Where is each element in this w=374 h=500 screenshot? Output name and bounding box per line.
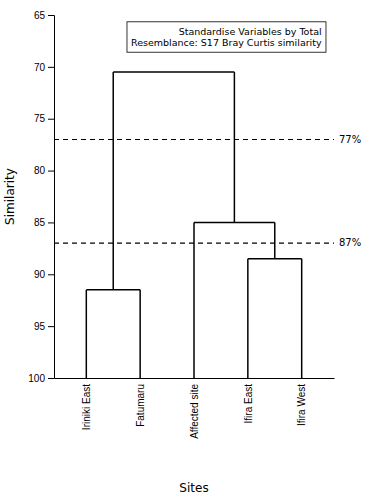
y-tick-label: 100	[28, 373, 45, 384]
y-tick: 90	[34, 269, 54, 280]
x-tick: Fatumaru	[135, 378, 146, 427]
chart: 65 70 75 80 85 90 95 100 Iriniki East Fatumaru Aff…	[0, 0, 374, 500]
y-axis-title: Similarity	[3, 168, 17, 225]
y-axis-line	[48, 16, 55, 379]
y-tick-mark	[48, 222, 54, 223]
dendrogram-stem	[193, 222, 195, 378]
y-tick-mark	[48, 378, 54, 379]
annotation-line: Standardise Variables by Total	[179, 26, 322, 37]
x-tick: Affected site	[189, 378, 200, 439]
y-tick-mark	[48, 67, 54, 68]
x-tick: Ifira East	[243, 378, 254, 423]
dendrogram-stem	[274, 222, 276, 258]
y-tick-label: 70	[34, 62, 46, 73]
y-tick: 70	[34, 62, 54, 73]
y-tick-label: 80	[34, 165, 46, 176]
x-axis: Iriniki East Fatumaru Affected site Ifira E…	[55, 378, 335, 439]
annotation-text: Standardise Variables by TotalResemblanc…	[131, 26, 322, 48]
x-axis-title: Sites	[179, 481, 208, 495]
y-tick-mark	[48, 274, 54, 275]
dendrogram-stem	[139, 290, 141, 378]
y-tick: 75	[34, 113, 54, 124]
y-tick-label: 95	[34, 321, 46, 332]
y-tick: 95	[34, 321, 54, 332]
y-tick: 100	[28, 373, 54, 384]
reference-line-label: 77%	[339, 134, 361, 145]
annotation-box	[127, 22, 326, 52]
plot: 65 70 75 80 85 90 95 100 Iriniki East Fatumaru Aff…	[3, 10, 361, 495]
dendrogram-stem	[247, 259, 249, 378]
y-axis: 65 70 75 80 85 90 95 100	[28, 10, 54, 384]
dendrogram-stem	[112, 72, 114, 290]
y-tick-mark	[48, 15, 54, 16]
y-tick-label: 65	[34, 10, 46, 21]
y-tick-mark	[48, 326, 54, 327]
dendrogram-stem	[234, 72, 236, 222]
x-tick-label: Affected site	[189, 384, 200, 439]
annotation: Standardise Variables by TotalResemblanc…	[127, 22, 326, 52]
marks	[54, 72, 334, 378]
x-tick: Ifira West	[296, 378, 307, 426]
x-tick-label: Ifira East	[243, 384, 254, 424]
reference-line	[54, 139, 334, 140]
y-tick: 85	[34, 217, 54, 228]
x-tick-label: Fatumaru	[135, 384, 146, 427]
x-tick-label: Iriniki East	[81, 384, 92, 430]
y-tick-mark	[48, 171, 54, 172]
dendrogram-stem	[301, 259, 303, 378]
dendrogram-join	[113, 71, 234, 73]
x-axis-line	[55, 378, 335, 379]
dendrogram-stem	[86, 290, 88, 378]
reference-line	[54, 243, 334, 244]
y-tick-label: 75	[34, 113, 46, 124]
y-tick-mark	[48, 119, 54, 120]
y-tick-label: 90	[34, 269, 46, 280]
x-tick-label: Ifira West	[296, 384, 307, 426]
annotation-line: Resemblance: S17 Bray Curtis similarity	[131, 37, 322, 48]
y-tick: 65	[34, 10, 54, 21]
y-tick-label: 85	[34, 217, 46, 228]
y-tick: 80	[34, 165, 54, 176]
reference-line-label: 87%	[339, 237, 361, 248]
x-tick: Iriniki East	[81, 378, 92, 430]
